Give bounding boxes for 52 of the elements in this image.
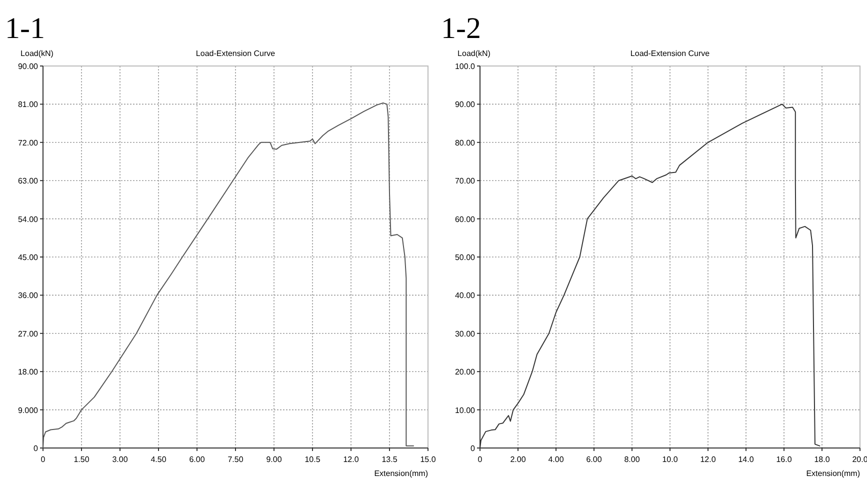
y-tick-label: 9.000 (18, 406, 39, 415)
x-axis-title: Extension(mm) (806, 469, 860, 478)
x-tick-label: 0 (40, 455, 46, 464)
y-axis-title: Load(kN) (20, 49, 54, 58)
y-tick-label: 40.00 (454, 291, 476, 300)
y-tick-label: 60.00 (454, 214, 476, 224)
x-tick-label: 4.50 (150, 455, 167, 464)
x-tick-label: 0 (478, 455, 483, 464)
y-tick-label: 50.00 (454, 253, 476, 262)
x-tick-label: 6.00 (189, 455, 206, 464)
x-axis-title: Extension(mm) (374, 469, 428, 478)
y-tick-label: 100.0 (454, 62, 476, 71)
y-tick-label: 45.00 (18, 253, 39, 262)
x-tick-label: 15.0 (420, 455, 436, 464)
x-tick-label: 3.00 (112, 455, 128, 464)
y-tick-label: 80.00 (454, 138, 476, 148)
x-tick-label: 2.00 (510, 455, 526, 464)
y-tick-label: 72.00 (18, 138, 39, 148)
x-tick-label: 10.5 (304, 455, 321, 464)
y-tick-label: 36.00 (18, 291, 39, 300)
x-tick-label: 1.50 (74, 455, 90, 464)
y-tick-label: 90.00 (18, 62, 39, 71)
chart-subtitle: Load-Extension Curve (196, 49, 276, 58)
y-tick-label: 0 (34, 444, 39, 453)
x-tick-label: 10.0 (662, 455, 678, 464)
y-tick-label: 81.00 (18, 100, 39, 110)
x-tick-label: 8.00 (624, 455, 640, 464)
x-tick-label: 14.0 (738, 455, 754, 464)
y-tick-label: 20.00 (454, 368, 476, 377)
y-axis-title: Load(kN) (458, 49, 491, 58)
y-tick-label: 30.00 (454, 329, 476, 338)
x-tick-label: 9.00 (266, 455, 282, 464)
y-tick-label: 63.00 (18, 176, 39, 186)
y-tick-label: 0 (470, 444, 476, 453)
chart-title: 1-1 (5, 12, 45, 45)
x-tick-label: 13.5 (382, 455, 398, 464)
x-tick-label: 6.00 (586, 455, 602, 464)
x-tick-label: 16.0 (776, 455, 792, 464)
x-tick-label: 12.0 (700, 455, 716, 464)
x-tick-label: 7.50 (228, 455, 244, 464)
y-tick-label: 54.00 (18, 214, 39, 224)
chart-subtitle: Load-Extension Curve (630, 49, 710, 58)
x-tick-label: 18.0 (814, 455, 830, 464)
y-tick-label: 27.00 (18, 329, 39, 338)
y-tick-label: 18.00 (18, 368, 39, 377)
y-tick-label: 70.00 (454, 176, 476, 186)
y-tick-label: 10.00 (454, 406, 476, 415)
chart-title: 1-2 (441, 12, 481, 45)
y-tick-label: 90.00 (454, 100, 476, 110)
x-tick-label: 12.0 (343, 455, 360, 464)
line-series (42, 102, 414, 448)
x-tick-label: 4.00 (548, 455, 564, 464)
